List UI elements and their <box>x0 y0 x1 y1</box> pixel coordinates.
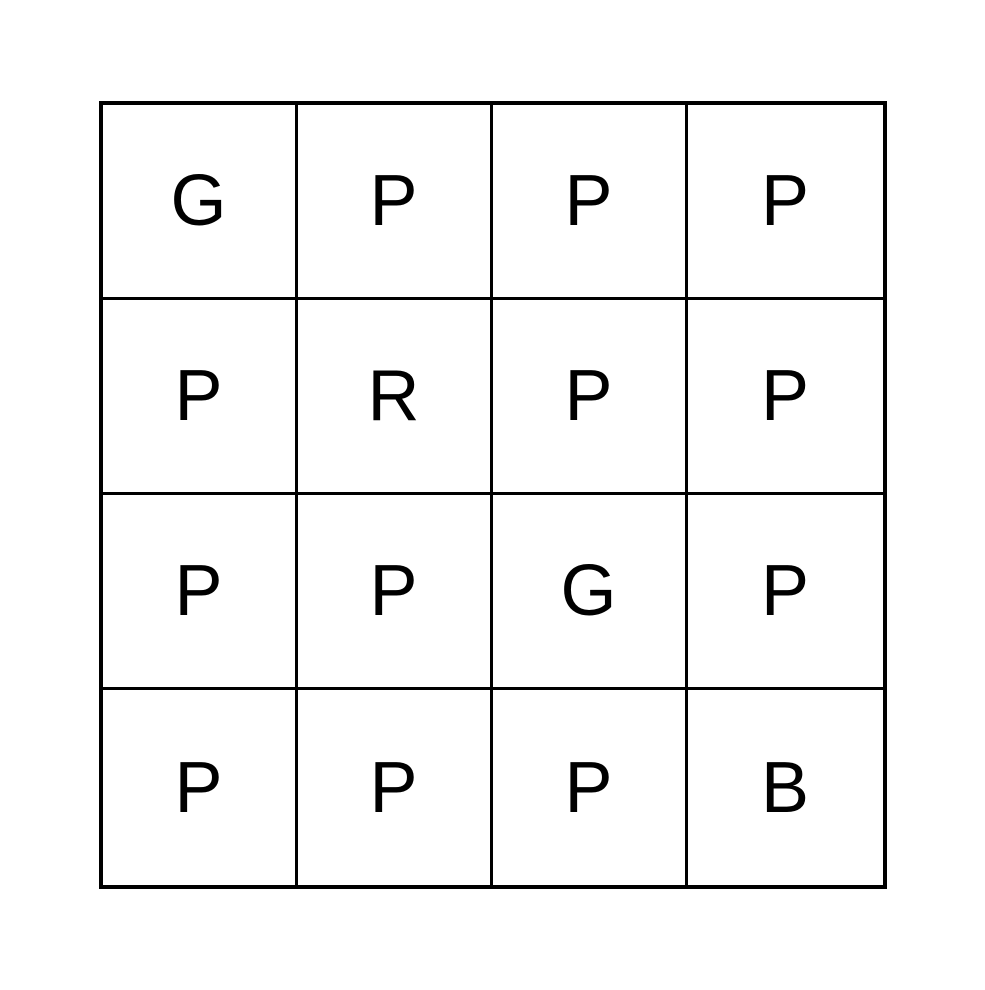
grid-cell: P <box>298 495 493 690</box>
grid-cell: R <box>298 300 493 495</box>
grid-cell: G <box>493 495 688 690</box>
grid-cell: P <box>103 300 298 495</box>
grid-cell: P <box>298 690 493 885</box>
letter-grid: GPPPPRPPPPGPPPPB <box>99 101 887 889</box>
grid-cell: P <box>688 495 883 690</box>
grid-cell: P <box>688 105 883 300</box>
grid-cell: P <box>493 105 688 300</box>
grid-cell: B <box>688 690 883 885</box>
grid-cell: P <box>688 300 883 495</box>
grid-cell: P <box>103 690 298 885</box>
grid-cell: P <box>103 495 298 690</box>
grid-body: GPPPPRPPPPGPPPPB <box>99 101 887 889</box>
grid-cell: P <box>493 690 688 885</box>
grid-cell: P <box>493 300 688 495</box>
grid-cell: G <box>103 105 298 300</box>
grid-cell: P <box>298 105 493 300</box>
